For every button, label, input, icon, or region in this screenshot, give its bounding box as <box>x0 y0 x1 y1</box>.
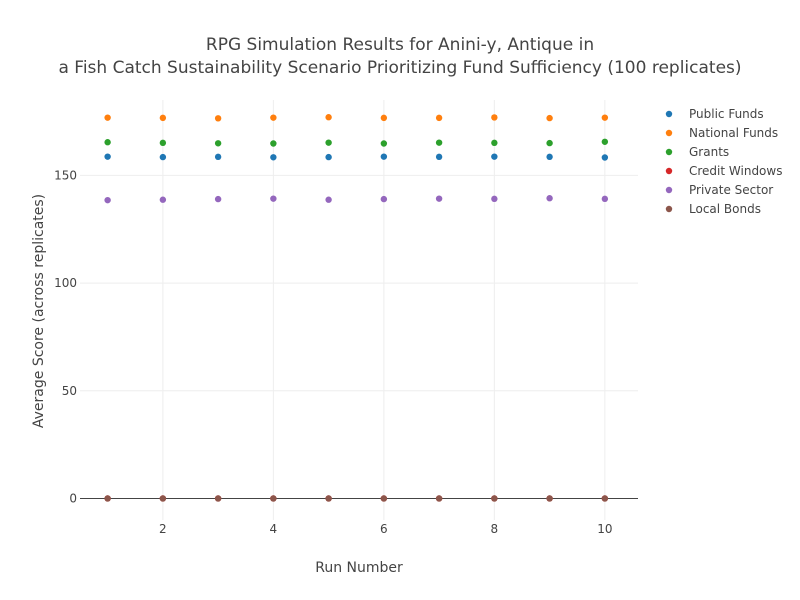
data-point <box>491 114 498 121</box>
data-point <box>601 114 609 121</box>
data-point <box>325 196 332 203</box>
x-tick-label: 4 <box>270 522 278 536</box>
legend-label: Grants <box>689 145 729 159</box>
data-point <box>104 139 111 146</box>
legend-item[interactable]: Public Funds <box>665 107 764 121</box>
series-grants <box>104 138 609 147</box>
data-point <box>270 114 277 121</box>
data-point <box>159 114 167 122</box>
legend-marker <box>665 186 673 194</box>
legend-marker <box>665 205 673 213</box>
x-tick-label: 8 <box>491 522 499 536</box>
data-point <box>214 495 222 502</box>
data-point <box>325 139 332 146</box>
data-point <box>380 114 388 122</box>
data-point <box>270 140 277 147</box>
legend-item[interactable]: Grants <box>665 145 729 159</box>
data-point <box>214 115 222 122</box>
data-point <box>380 495 388 502</box>
data-point <box>159 139 167 147</box>
data-point <box>325 153 332 161</box>
data-point <box>214 140 222 147</box>
x-axis-ticks: 2 4 6 8 10 <box>159 522 612 536</box>
data-point <box>491 195 498 203</box>
data-point <box>380 195 388 203</box>
x-axis-title: Run Number <box>315 560 403 576</box>
data-point <box>546 195 553 202</box>
data-point <box>435 495 443 502</box>
data-point <box>546 495 553 502</box>
legend-item[interactable]: Local Bonds <box>665 202 761 216</box>
chart-title-line-1: RPG Simulation Results for Anini-y, Anti… <box>206 35 594 55</box>
data-point <box>435 139 443 146</box>
data-point <box>159 196 167 203</box>
data-point <box>435 114 443 122</box>
data-point <box>435 195 443 202</box>
data-point <box>491 153 498 160</box>
data-point <box>491 495 498 502</box>
legend-label: National Funds <box>689 126 778 140</box>
x-tick-label: 2 <box>159 522 167 536</box>
legend-label: Public Funds <box>689 107 764 121</box>
chart-title-line-2: a Fish Catch Sustainability Scenario Pri… <box>58 58 741 78</box>
data-point <box>159 495 167 502</box>
data-point <box>325 114 332 121</box>
data-point <box>159 153 167 161</box>
data-point <box>601 195 609 203</box>
data-point <box>491 139 498 147</box>
data-point <box>270 495 277 502</box>
data-point <box>214 153 222 161</box>
legend[interactable]: Public Funds National Funds Grants Credit W… <box>665 107 783 216</box>
data-point <box>601 495 609 502</box>
data-points <box>104 114 609 502</box>
legend-item[interactable]: Credit Windows <box>665 164 783 178</box>
data-point <box>214 195 222 203</box>
y-tick-label: 100 <box>54 276 77 290</box>
legend-label: Credit Windows <box>689 164 782 178</box>
y-axis-title: Average Score (across replicates) <box>31 194 47 428</box>
legend-item[interactable]: National Funds <box>665 126 778 140</box>
x-tick-label: 6 <box>380 522 388 536</box>
data-point <box>601 138 609 145</box>
legend-marker <box>665 110 673 118</box>
series-local-bonds <box>104 495 609 502</box>
legend-item[interactable]: Private Sector <box>665 183 773 197</box>
series-national-funds <box>104 114 609 122</box>
y-tick-label: 0 <box>69 491 77 505</box>
data-point <box>380 140 388 147</box>
data-point <box>546 153 553 161</box>
data-point <box>380 153 388 160</box>
y-axis-ticks: 0 50 100 150 <box>54 168 77 505</box>
data-point <box>270 195 277 202</box>
legend-marker <box>665 129 673 137</box>
data-point <box>325 495 332 502</box>
legend-marker <box>665 148 673 156</box>
data-point <box>435 153 443 161</box>
gridlines <box>80 100 638 520</box>
legend-marker <box>665 167 673 175</box>
data-point <box>546 114 553 122</box>
data-point <box>601 154 609 161</box>
legend-label: Local Bonds <box>689 202 761 216</box>
data-point <box>104 114 111 121</box>
data-point <box>104 495 111 502</box>
legend-label: Private Sector <box>689 183 773 197</box>
data-point <box>104 153 111 160</box>
series-private-sector <box>104 195 609 204</box>
y-tick-label: 150 <box>54 168 77 182</box>
y-tick-label: 50 <box>62 384 77 398</box>
data-point <box>104 196 111 204</box>
series-public-funds <box>104 153 609 161</box>
data-point <box>546 139 553 147</box>
x-tick-label: 10 <box>597 522 612 536</box>
data-point <box>270 154 277 161</box>
